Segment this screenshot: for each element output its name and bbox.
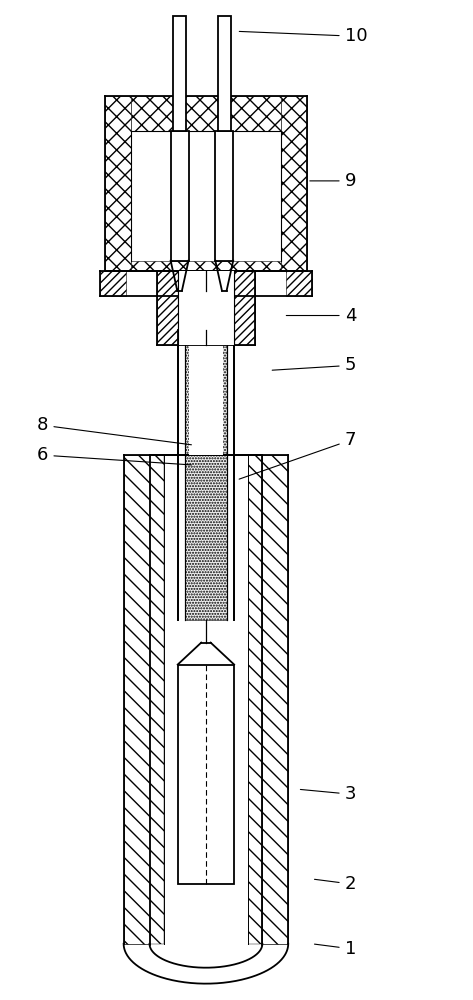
Text: 3: 3: [300, 785, 356, 803]
Text: 8: 8: [37, 416, 192, 445]
Polygon shape: [178, 271, 234, 345]
Bar: [185, 330, 227, 620]
Text: 5: 5: [272, 356, 356, 374]
Bar: [123, 455, 149, 944]
Text: 4: 4: [286, 307, 356, 325]
Bar: [157, 271, 178, 345]
Text: 1: 1: [315, 940, 356, 958]
Polygon shape: [173, 16, 186, 131]
Bar: [263, 455, 288, 944]
Bar: [100, 271, 126, 296]
Text: 2: 2: [315, 875, 356, 893]
Polygon shape: [164, 455, 248, 944]
Bar: [286, 271, 312, 296]
Text: 10: 10: [239, 27, 367, 45]
Bar: [248, 455, 263, 944]
Bar: [131, 96, 281, 131]
Text: 7: 7: [239, 431, 356, 479]
Polygon shape: [215, 131, 233, 261]
Bar: [149, 455, 164, 944]
Polygon shape: [171, 131, 189, 261]
Bar: [281, 96, 307, 271]
Polygon shape: [218, 16, 231, 131]
Bar: [234, 271, 255, 345]
Polygon shape: [189, 330, 223, 455]
Text: 6: 6: [37, 446, 192, 465]
Bar: [178, 665, 234, 884]
Bar: [131, 261, 281, 271]
Bar: [105, 96, 131, 271]
Text: 9: 9: [310, 172, 356, 190]
